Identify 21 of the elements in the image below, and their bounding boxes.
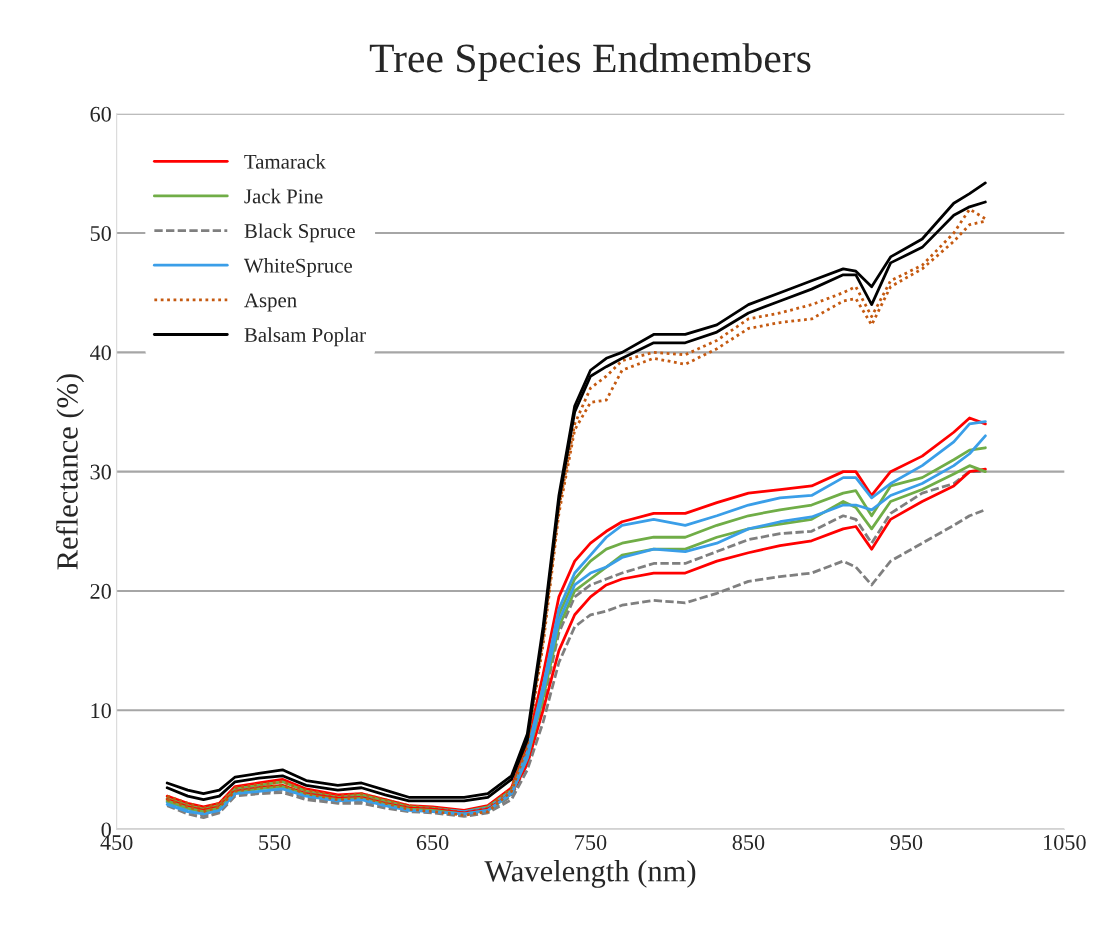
x-tick-label: 650 — [416, 835, 449, 850]
y-axis-title: Reflectance (%) — [56, 374, 85, 570]
y-tick-label: 20 — [90, 583, 111, 599]
y-tick-label: 10 — [91, 703, 111, 719]
x-tick-label: 550 — [259, 835, 291, 850]
chart-title: Tree Species Endmembers — [369, 43, 811, 81]
y-tick-label: 60 — [90, 106, 111, 122]
y-tick-label: 50 — [90, 225, 111, 241]
x-tick-label: 1050 — [1044, 835, 1086, 850]
y-tick-label: 30 — [90, 464, 111, 480]
x-axis-title: Wavelength (nm) — [484, 860, 696, 888]
legend-label: Tamarack — [244, 154, 326, 169]
x-tick-label: 950 — [890, 835, 923, 850]
legend-label: Aspen — [244, 293, 297, 312]
legend-label: Black Spruce — [244, 223, 355, 243]
legend-label: Jack Pine — [244, 188, 323, 204]
y-tick-label: 40 — [90, 345, 111, 361]
x-tick-label: 750 — [575, 835, 607, 850]
legend-label: WhiteSpruce — [243, 258, 352, 277]
legend-label: Balsam Poplar — [244, 327, 366, 347]
x-tick-label: 850 — [732, 835, 765, 850]
